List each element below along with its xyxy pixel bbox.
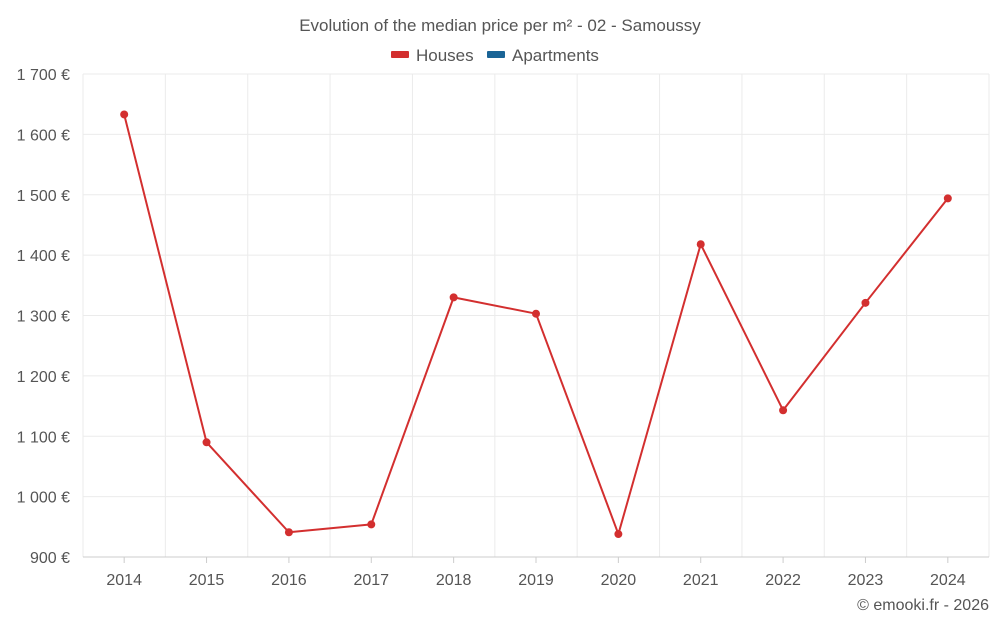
- x-tick-label: 2020: [601, 572, 637, 589]
- x-tick-label: 2015: [189, 572, 225, 589]
- y-tick-label: 1 200 €: [17, 369, 70, 386]
- axes: 900 € 1 000 € 1 100 € 1 200 € 1 300 € 1 400 €…: [17, 67, 989, 589]
- x-tick-label: 2017: [353, 572, 389, 589]
- data-point[interactable]: [120, 110, 129, 119]
- data-point[interactable]: [696, 240, 705, 249]
- x-tick-label: 2022: [765, 572, 801, 589]
- x-tick-label: 2019: [518, 572, 554, 589]
- x-tick-label: 2024: [930, 572, 966, 589]
- data-point[interactable]: [779, 406, 788, 415]
- legend: Houses Apartments: [391, 46, 599, 65]
- data-point[interactable]: [614, 530, 623, 539]
- x-tick-label: 2014: [106, 572, 142, 589]
- y-tick-label: 1 600 €: [17, 127, 70, 144]
- x-tick-label: 2021: [683, 572, 719, 589]
- legend-swatch-houses: [391, 51, 409, 58]
- y-tick-label: 1 300 €: [17, 309, 70, 326]
- data-point[interactable]: [861, 298, 870, 307]
- credit-text: © emooki.fr - 2026: [857, 597, 989, 614]
- y-tick-label: 1 100 €: [17, 429, 70, 446]
- x-tick-label: 2016: [271, 572, 307, 589]
- chart-title: Evolution of the median price per m² - 0…: [299, 16, 701, 35]
- data-point[interactable]: [943, 194, 952, 203]
- x-tick-label: 2018: [436, 572, 472, 589]
- series-layer: [120, 110, 952, 539]
- y-tick-label: 1 500 €: [17, 188, 70, 205]
- legend-label-apartments: Apartments: [512, 46, 599, 65]
- x-tick-label: 2023: [848, 572, 884, 589]
- data-point[interactable]: [449, 293, 458, 302]
- legend-swatch-apartments: [487, 51, 505, 58]
- y-tick-label: 1 700 €: [17, 67, 70, 84]
- legend-item-apartments[interactable]: Apartments: [487, 46, 599, 65]
- data-point[interactable]: [532, 309, 540, 318]
- y-tick-label: 1 400 €: [17, 248, 70, 265]
- data-point[interactable]: [367, 520, 376, 529]
- data-point[interactable]: [284, 528, 293, 537]
- y-tick-label: 1 000 €: [17, 490, 70, 507]
- legend-label-houses: Houses: [416, 46, 474, 65]
- y-tick-label: 900 €: [30, 550, 70, 567]
- legend-item-houses[interactable]: Houses: [391, 46, 474, 65]
- data-point[interactable]: [202, 438, 211, 447]
